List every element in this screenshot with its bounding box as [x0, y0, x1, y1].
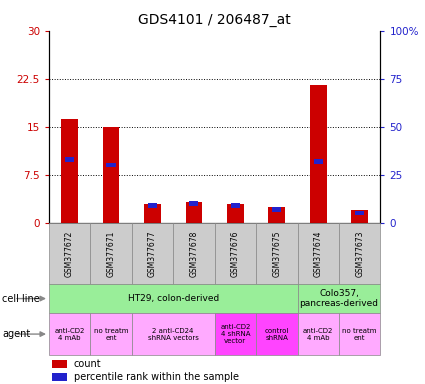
Bar [339, 223, 380, 284]
Bar [65, 157, 74, 162]
Bar [314, 159, 323, 164]
Bar [90, 313, 132, 355]
Bar [231, 203, 240, 208]
Bar [272, 207, 281, 212]
Text: agent: agent [2, 329, 30, 339]
Bar [107, 163, 116, 167]
Bar [132, 223, 173, 284]
Bar [215, 313, 256, 355]
Bar [52, 360, 67, 368]
Text: no treatm
ent: no treatm ent [343, 328, 377, 341]
Bar [173, 223, 215, 284]
Text: GSM377672: GSM377672 [65, 230, 74, 276]
Bar [227, 204, 244, 223]
Bar [339, 313, 380, 355]
Bar [90, 223, 132, 284]
Bar [215, 223, 256, 284]
Bar [144, 204, 161, 223]
Bar [351, 210, 368, 223]
Text: anti-CD2
4 shRNA
vector: anti-CD2 4 shRNA vector [220, 324, 250, 344]
Text: anti-CD2
4 mAb: anti-CD2 4 mAb [54, 328, 85, 341]
Text: GSM377677: GSM377677 [148, 230, 157, 277]
Text: count: count [74, 359, 101, 369]
Bar [298, 223, 339, 284]
Bar [49, 284, 298, 313]
Bar [186, 202, 202, 223]
Bar [132, 313, 215, 355]
Bar [49, 223, 90, 284]
Text: GSM377676: GSM377676 [231, 230, 240, 277]
Bar [103, 127, 119, 223]
Bar [61, 119, 78, 223]
Text: GSM377678: GSM377678 [190, 230, 198, 276]
Bar [49, 313, 90, 355]
Text: Colo357,
pancreas-derived: Colo357, pancreas-derived [300, 289, 378, 308]
Bar [148, 203, 157, 208]
Bar [52, 373, 67, 381]
Text: GSM377671: GSM377671 [107, 230, 116, 276]
Bar [298, 313, 339, 355]
Title: GDS4101 / 206487_at: GDS4101 / 206487_at [138, 13, 291, 27]
Text: 2 anti-CD24
shRNA vectors: 2 anti-CD24 shRNA vectors [148, 328, 198, 341]
Bar [256, 313, 298, 355]
Bar [310, 85, 326, 223]
Text: percentile rank within the sample: percentile rank within the sample [74, 372, 239, 382]
Bar [298, 284, 380, 313]
Text: no treatm
ent: no treatm ent [94, 328, 128, 341]
Text: GSM377675: GSM377675 [272, 230, 281, 277]
Text: anti-CD2
4 mAb: anti-CD2 4 mAb [303, 328, 333, 341]
Text: cell line: cell line [2, 293, 40, 304]
Text: HT29, colon-derived: HT29, colon-derived [128, 294, 219, 303]
Text: control
shRNA: control shRNA [265, 328, 289, 341]
Text: GSM377674: GSM377674 [314, 230, 323, 277]
Bar [355, 211, 364, 215]
Bar [256, 223, 298, 284]
Text: GSM377673: GSM377673 [355, 230, 364, 277]
Bar [269, 207, 285, 223]
Bar [190, 201, 198, 206]
